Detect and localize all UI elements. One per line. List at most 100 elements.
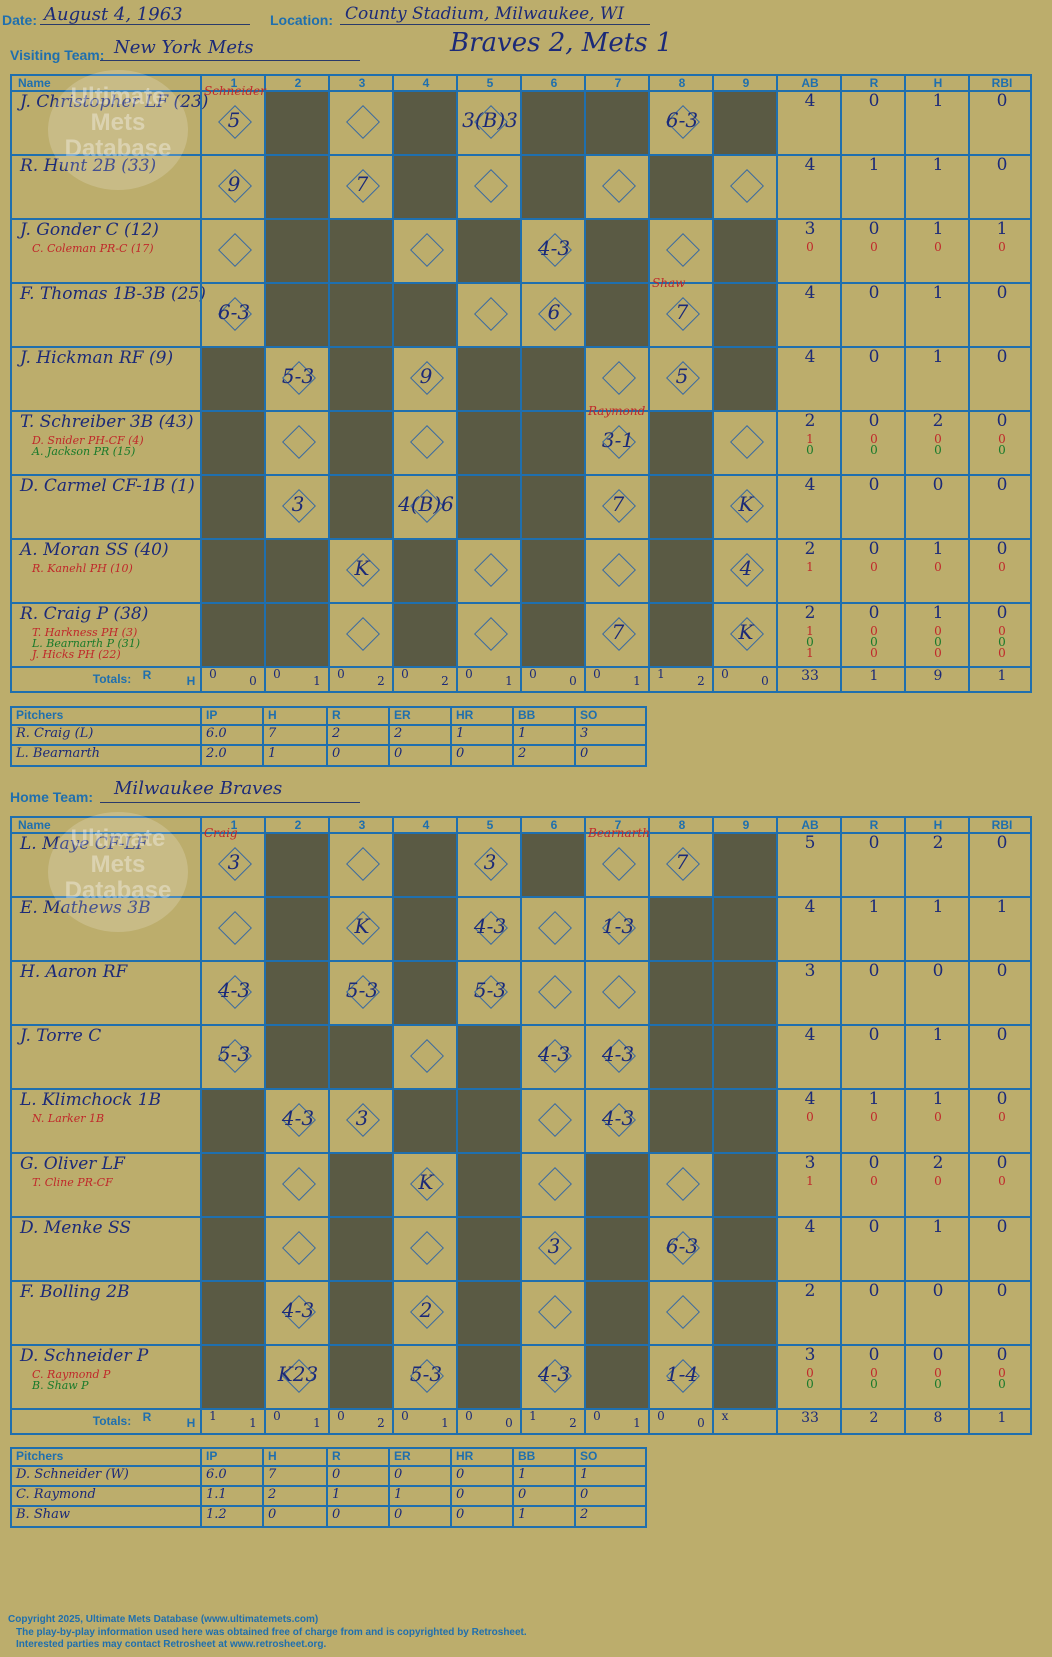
visitor-inning-hits: 0 bbox=[761, 674, 769, 688]
visitor-stat-value: 4 bbox=[804, 283, 816, 303]
home-player-name: D. Schneider P bbox=[20, 1346, 149, 1366]
home-stat-value: 1 bbox=[996, 897, 1008, 917]
home-nonbat-cell bbox=[394, 832, 458, 896]
home-team-total: 33 bbox=[801, 1410, 819, 1426]
visitor-nonbat-cell bbox=[394, 282, 458, 346]
visitor-sub-stat-value: 0 bbox=[806, 635, 814, 649]
visitor-base-diamond bbox=[474, 297, 508, 331]
visitor-sub-stat-value: 1 bbox=[806, 432, 814, 446]
home-stat-value: 1 bbox=[932, 1217, 944, 1237]
home-stat-value: 0 bbox=[996, 833, 1008, 853]
home-pitch-col-divider bbox=[200, 1449, 202, 1526]
home-pitch-cell: 1 bbox=[518, 1507, 527, 1522]
home-sub-stat-value: 0 bbox=[998, 1110, 1006, 1124]
home-base-diamond bbox=[602, 847, 636, 881]
home-col-divider bbox=[840, 818, 842, 1433]
visitor-nonbat-cell bbox=[202, 346, 266, 410]
home-pitch-row-divider bbox=[12, 1505, 645, 1507]
visitor-play-result: 3-1 bbox=[601, 428, 635, 452]
home-nonbat-cell bbox=[522, 832, 586, 896]
home-play-result: 5-3 bbox=[217, 1042, 251, 1066]
home-inning-runs: 1 bbox=[529, 1409, 537, 1423]
visitor-base-diamond bbox=[730, 425, 764, 459]
home-totals-h: H bbox=[186, 1416, 196, 1430]
visitors-scorecard: Name 1 2 3 4 5 6 7 8 9 AB R H RBI 5 3(B)3 6-3 J. Christop… bbox=[10, 74, 1032, 693]
home-nonbat-cell bbox=[202, 1152, 266, 1216]
visitor-name-header: Name bbox=[18, 76, 51, 90]
visitor-stat-value: 2 bbox=[932, 411, 944, 431]
visitor-nonbat-cell bbox=[522, 346, 586, 410]
home-stat-value: 4 bbox=[804, 897, 816, 917]
visitor-pitch-col-divider bbox=[450, 708, 452, 765]
visitor-stat-value: 0 bbox=[996, 411, 1008, 431]
watermark-logo: Ultimate Mets Database bbox=[48, 70, 188, 190]
home-stat-value: 2 bbox=[932, 833, 944, 853]
visitor-sub-stat-value: 0 bbox=[934, 635, 942, 649]
visitor-sub-stat-value: 0 bbox=[934, 240, 942, 254]
visiting-team: New York Mets bbox=[114, 37, 254, 58]
home-pitcher-change-note: Bearnarth bbox=[588, 826, 650, 840]
visitor-sub-stat-value: 1 bbox=[806, 560, 814, 574]
home-nonbat-cell bbox=[202, 1216, 266, 1280]
home-nonbat-cell bbox=[330, 1344, 394, 1408]
visitor-pitch-cell: 0 bbox=[332, 746, 341, 761]
home-inning-header-1: 1 bbox=[230, 818, 238, 832]
visitor-pitch-header: R bbox=[332, 708, 341, 722]
visitor-nonbat-cell bbox=[202, 538, 266, 602]
home-col-divider bbox=[264, 818, 266, 1433]
visitor-pitch-col-divider bbox=[326, 708, 328, 765]
home-nonbat-cell bbox=[330, 1280, 394, 1344]
home-nonbat-cell bbox=[458, 1344, 522, 1408]
visitor-sub-stat-value: 0 bbox=[934, 646, 942, 660]
visitor-stat-value: 0 bbox=[996, 475, 1008, 495]
visitor-sub-player: D. Snider PH-CF (4) bbox=[32, 434, 144, 447]
visitor-pitch-cell: 0 bbox=[456, 746, 465, 761]
home-inning-runs: 0 bbox=[337, 1409, 345, 1423]
visitor-player-name: A. Moran SS (40) bbox=[20, 540, 169, 560]
visitor-stat-value: 4 bbox=[804, 347, 816, 367]
visitor-pitch-cell: 1 bbox=[518, 726, 527, 741]
home-pitcher-change-note: Craig bbox=[204, 826, 238, 840]
visitor-base-diamond bbox=[410, 425, 444, 459]
home-nonbat-cell bbox=[394, 896, 458, 960]
visitor-col-divider bbox=[840, 76, 842, 691]
home-stat-value: 0 bbox=[868, 1345, 880, 1365]
visitor-stat-value: 0 bbox=[932, 475, 944, 495]
home-nonbat-cell bbox=[458, 1280, 522, 1344]
retrosheet-contact-line: Interested parties may contact Retroshee… bbox=[16, 1639, 327, 1650]
visitor-sub-stat-value: 0 bbox=[934, 624, 942, 638]
visitor-team-total: 9 bbox=[933, 668, 943, 684]
home-pitch-row-divider bbox=[12, 1485, 645, 1487]
visitor-nonbat-cell bbox=[458, 474, 522, 538]
visitor-pitch-cell: 2.0 bbox=[206, 746, 227, 761]
home-pitch-cell: 0 bbox=[456, 1467, 465, 1482]
home-base-diamond bbox=[602, 975, 636, 1009]
visitor-stat-value: 1 bbox=[932, 603, 944, 623]
home-pitch-cell: 1 bbox=[394, 1487, 403, 1502]
home-inning-hits: 1 bbox=[313, 1416, 321, 1430]
visitor-stat-value: 3 bbox=[804, 219, 816, 239]
home-pitch-header: SO bbox=[580, 1449, 598, 1463]
retrosheet-line: The play-by-play information used here w… bbox=[16, 1627, 527, 1638]
visitor-pitch-col-divider bbox=[388, 708, 390, 765]
visitor-inning-runs: 0 bbox=[273, 667, 281, 681]
visitor-sub-stat-value: 0 bbox=[806, 443, 814, 457]
visitor-sub-stat-value: 0 bbox=[806, 240, 814, 254]
visitor-stat-value: 1 bbox=[932, 155, 944, 175]
home-stat-header-ab: AB bbox=[801, 818, 819, 832]
visitor-sub-stat-value: 0 bbox=[934, 560, 942, 574]
visitor-totals-r: R bbox=[142, 668, 152, 682]
home-play-result: 5-3 bbox=[473, 978, 507, 1002]
home-base-diamond bbox=[410, 1039, 444, 1073]
home-inning-header-7: 7 bbox=[614, 818, 622, 832]
home-player-name: D. Menke SS bbox=[20, 1218, 132, 1238]
home-pitch-cell: 2 bbox=[580, 1507, 589, 1522]
home-play-result: 6-3 bbox=[665, 1234, 699, 1258]
visitor-play-result: 7 bbox=[611, 620, 625, 644]
visitor-pitch-col-divider bbox=[200, 708, 202, 765]
home-pitch-cell: 0 bbox=[332, 1467, 341, 1482]
visitor-col-divider bbox=[520, 76, 522, 691]
game-date: August 4, 1963 bbox=[44, 4, 183, 25]
home-nonbat-cell bbox=[202, 1344, 266, 1408]
home-stat-value: 0 bbox=[932, 1281, 944, 1301]
